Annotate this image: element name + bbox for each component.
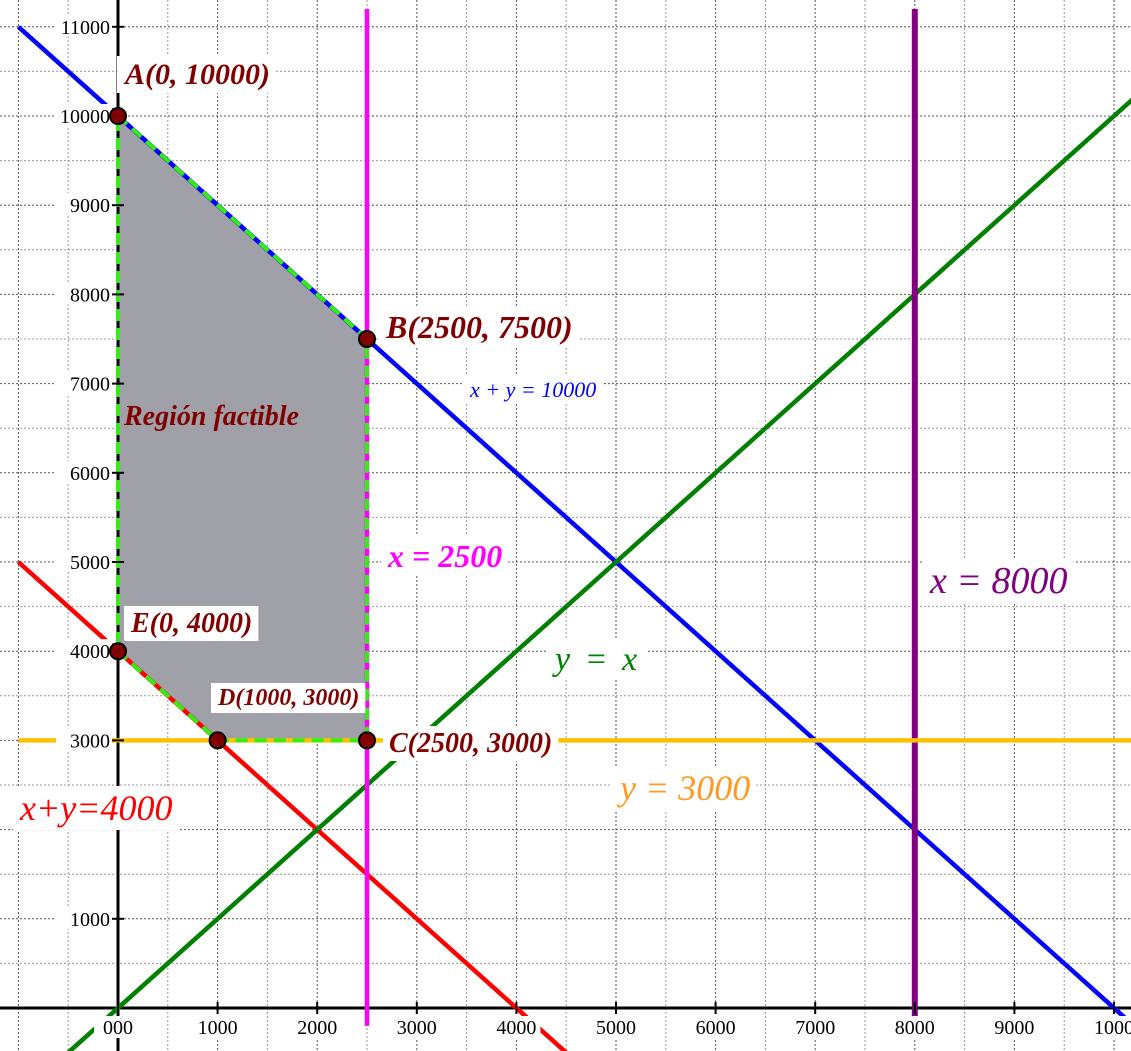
eq-y-equals-x: y = x xyxy=(552,641,640,678)
point-a xyxy=(109,107,127,125)
x-tick-label: 2000 xyxy=(297,1017,337,1039)
point-b xyxy=(358,330,376,348)
point-d xyxy=(208,731,227,750)
annotation-labels: A(0, 10000) B(2500, 7500) C(2500, 3000) D(1… xyxy=(13,56,1074,830)
x-tick-label-bg xyxy=(691,1016,740,1038)
x-tick-label-bg xyxy=(492,1016,541,1038)
eq-x-plus-y-4000-bg xyxy=(13,786,179,830)
eq-y-3000-group: y = 3000 xyxy=(611,766,757,810)
x-tick-label: 7000 xyxy=(795,1017,835,1039)
y-tick-label: 6000 xyxy=(70,463,110,485)
x-tick-label: 5000 xyxy=(596,1017,636,1039)
line-y-equals-x xyxy=(66,97,1131,1051)
y-tick-label: 9000 xyxy=(70,195,110,217)
x-tick-label-bg xyxy=(791,1016,840,1038)
y-tick-label: 10000 xyxy=(60,106,110,128)
y-tick-label-bg xyxy=(56,550,112,572)
x-tick-label: 3000 xyxy=(397,1017,437,1039)
point-e xyxy=(109,642,127,661)
feasible-region-label-group: Región factible xyxy=(123,401,299,432)
x-tick-label-bg xyxy=(1090,1016,1131,1038)
x-tick-label-bg xyxy=(293,1016,342,1038)
eq-x-2500-group: x = 2500 xyxy=(381,536,509,576)
eq-x-plus-y-4000: x+y=4000 xyxy=(19,788,173,828)
point-d-label-group: D(1000, 3000) xyxy=(211,683,366,713)
point-e-label-bg xyxy=(124,606,259,641)
feasible-region-fill xyxy=(118,116,367,741)
y-tick-label: 11000 xyxy=(61,17,110,39)
x-tick-label-bg xyxy=(592,1016,640,1038)
eq-x-2500-bg xyxy=(381,536,509,576)
point-c-label-group: C(2500, 3000) xyxy=(383,726,559,761)
x-tick-label-bg xyxy=(890,1016,939,1038)
eq-x-plus-y-4000-group: x+y=4000 xyxy=(13,786,179,830)
y-tick-label-bg xyxy=(56,460,112,483)
y-tick-label: 5000 xyxy=(70,552,110,574)
y-tick-label-bg xyxy=(56,104,112,126)
eq-y-equals-x-bg xyxy=(546,639,647,680)
x-tick-label: 9000 xyxy=(994,1017,1034,1039)
feasible-region-label: Región factible xyxy=(123,401,299,432)
y-tick-label: 1000 xyxy=(70,909,110,931)
feasible-region-layer xyxy=(118,116,367,741)
y-tick-label-bg xyxy=(56,728,112,751)
x-tick-label: 8000 xyxy=(895,1017,935,1039)
eq-x-8000-group: x = 8000 xyxy=(923,558,1074,604)
x-tick-label: 000 xyxy=(103,1017,133,1039)
y-tick-label-bg xyxy=(56,14,112,37)
eq-x-plus-y-10000-group: x + y = 10000 xyxy=(463,375,603,404)
x-tick-label: 1000 xyxy=(1094,1017,1131,1039)
point-c xyxy=(358,731,376,750)
point-b-label-group: B(2500, 7500) xyxy=(379,307,579,347)
x-tick-label: 6000 xyxy=(696,1017,736,1039)
point-d-label: D(1000, 3000) xyxy=(217,685,359,711)
eq-y-3000-bg xyxy=(611,766,757,810)
point-b-label-bg xyxy=(379,307,579,347)
x-tick-label-bg xyxy=(193,1016,242,1038)
point-a-label-group: A(0, 10000) xyxy=(117,56,276,93)
y-tick-label: 8000 xyxy=(70,284,110,306)
y-tick-label: 7000 xyxy=(70,374,110,396)
point-c-label-bg xyxy=(383,726,559,761)
eq-x-8000: x = 8000 xyxy=(929,560,1068,602)
eq-x-8000-bg xyxy=(923,558,1074,604)
y-tick-label-bg xyxy=(56,282,112,305)
x-tick-label-bg xyxy=(990,1016,1039,1038)
eq-x-2500: x = 2500 xyxy=(387,538,502,574)
eq-y-3000: y = 3000 xyxy=(617,768,750,808)
y-tick-label: 3000 xyxy=(70,730,110,752)
y-tick-label-bg xyxy=(56,639,112,662)
x-tick-label-bg xyxy=(392,1016,441,1038)
point-b-label: B(2500, 7500) xyxy=(385,309,573,345)
x-tick-label: 4000 xyxy=(496,1017,536,1039)
eq-x-plus-y-10000: x + y = 10000 xyxy=(469,377,596,402)
tick-labels: 000 1000 2000 3000 4000 5000 6000 7000 8000 9000 1… xyxy=(56,14,1131,1039)
vertex-points xyxy=(109,107,376,750)
point-d-label-bg xyxy=(211,683,366,713)
point-c-label: C(2500, 3000) xyxy=(389,728,552,759)
x-tick-label: 1000 xyxy=(198,1017,238,1039)
eq-y-equals-x-group: y = x xyxy=(546,639,647,680)
y-tick-label-bg xyxy=(56,193,112,216)
point-e-label-group: E(0, 4000) xyxy=(124,606,259,641)
y-tick-label-bg xyxy=(56,371,112,394)
point-a-label: A(0, 10000) xyxy=(123,58,270,91)
y-tick-label: 4000 xyxy=(70,641,110,663)
point-a-label-bg xyxy=(117,56,276,93)
y-tick-label-bg xyxy=(56,906,112,929)
eq-x-plus-y-10000-bg xyxy=(463,375,603,404)
point-e-label: E(0, 4000) xyxy=(130,608,252,639)
x-tick-label-bg xyxy=(94,1016,142,1038)
